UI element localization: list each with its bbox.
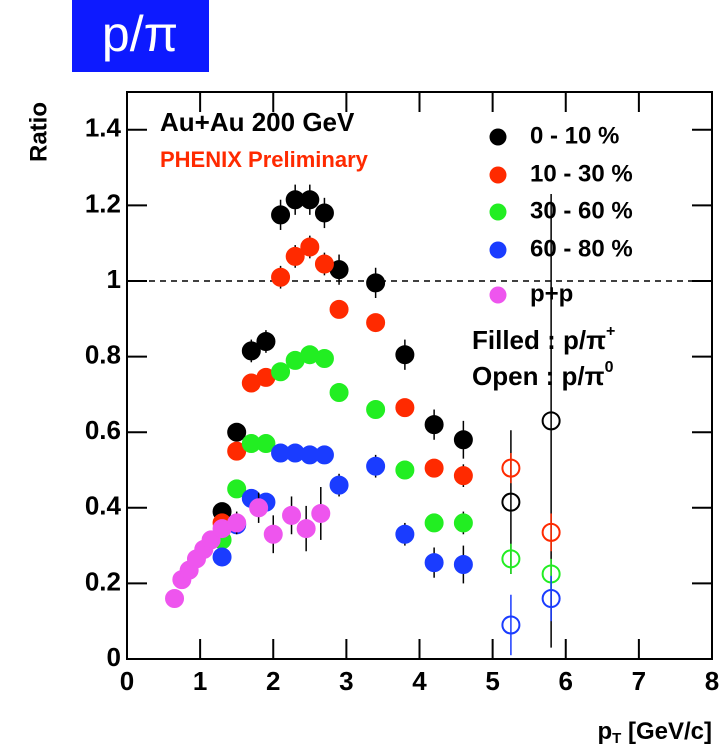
point: [285, 246, 305, 266]
point: [453, 466, 473, 486]
point: [366, 456, 386, 476]
open-point: [541, 411, 561, 431]
point: [300, 237, 320, 257]
open-point: [501, 458, 521, 478]
x-tick-label: 8: [705, 666, 719, 696]
y-axis-label: Ratio: [25, 102, 52, 162]
open-point: [501, 492, 521, 512]
point: [271, 362, 291, 382]
point: [453, 513, 473, 533]
point: [227, 479, 247, 499]
point: [271, 267, 291, 287]
x-tick-label: 6: [559, 666, 573, 696]
x-tick-label: 2: [266, 666, 280, 696]
point: [227, 422, 247, 442]
point: [256, 434, 276, 454]
legend-label: 60 - 80 %: [530, 235, 633, 262]
x-tick-label: 0: [120, 666, 134, 696]
point: [395, 524, 415, 544]
legend-label: 30 - 60 %: [530, 197, 633, 224]
point: [201, 530, 221, 550]
open-text: Open : p/π: [472, 361, 605, 391]
title-box: [72, 0, 209, 72]
point: [241, 341, 261, 361]
point: [366, 313, 386, 333]
y-tick-label: 0: [107, 642, 121, 672]
point: [227, 441, 247, 461]
legend-marker: [489, 286, 507, 304]
open-note: Open : p/π0: [472, 359, 614, 391]
system-label: Au+Au 200 GeV: [160, 107, 355, 137]
x-tick-label: 3: [339, 666, 353, 696]
filled-sup: +: [606, 323, 615, 340]
filled-note: Filled : p/π+: [472, 323, 615, 355]
point: [314, 203, 334, 223]
filled-text: Filled : p/π: [472, 325, 606, 355]
open-sup: 0: [605, 359, 614, 376]
legend-marker: [489, 166, 507, 184]
point: [329, 475, 349, 495]
point: [314, 254, 334, 274]
point: [453, 430, 473, 450]
point: [395, 345, 415, 365]
x-tick-label: 1: [193, 666, 207, 696]
point: [424, 553, 444, 573]
open-point: [541, 522, 561, 542]
y-tick-label: 0.6: [85, 415, 121, 445]
legend-label: 0 - 10 %: [530, 122, 619, 149]
point: [165, 589, 185, 609]
point: [263, 524, 283, 544]
x-label-rest: [GeV/c]: [621, 718, 712, 745]
point: [311, 503, 331, 523]
open-point: [501, 615, 521, 635]
x-tick-label: 4: [412, 666, 427, 696]
experiment-label: PHENIX Preliminary: [160, 147, 369, 172]
point: [314, 445, 334, 465]
legend-label: p+p: [530, 280, 573, 307]
open-point: [541, 589, 561, 609]
point: [395, 398, 415, 418]
point: [212, 547, 232, 567]
x-tick-label: 5: [485, 666, 499, 696]
x-label-sub: T: [612, 730, 621, 747]
legend-marker: [489, 203, 507, 221]
point: [329, 299, 349, 319]
point: [424, 513, 444, 533]
y-tick-label: 0.2: [85, 566, 121, 596]
x-label-main: p: [597, 718, 612, 745]
legend-marker: [489, 128, 507, 146]
point: [271, 205, 291, 225]
legend-marker: [489, 241, 507, 259]
point: [366, 400, 386, 420]
point: [424, 458, 444, 478]
legend-label: 10 - 30 %: [530, 160, 633, 187]
point: [296, 519, 316, 539]
point: [282, 505, 302, 525]
chart-title: p/π: [102, 6, 178, 62]
point: [249, 498, 269, 518]
x-axis-label: pT [GeV/c]: [597, 718, 712, 747]
x-tick-label: 7: [632, 666, 646, 696]
point: [395, 460, 415, 480]
open-point: [501, 549, 521, 569]
point: [453, 555, 473, 574]
y-tick-label: 1.4: [85, 113, 122, 143]
point: [314, 348, 334, 368]
point: [366, 273, 386, 293]
point: [424, 415, 444, 435]
point: [227, 513, 247, 533]
point: [329, 383, 349, 403]
y-tick-label: 0.4: [85, 491, 122, 521]
y-tick-label: 1.2: [85, 188, 121, 218]
y-tick-label: 0.8: [85, 339, 121, 369]
point: [300, 190, 320, 210]
y-tick-label: 1: [107, 264, 121, 294]
point: [256, 331, 276, 351]
